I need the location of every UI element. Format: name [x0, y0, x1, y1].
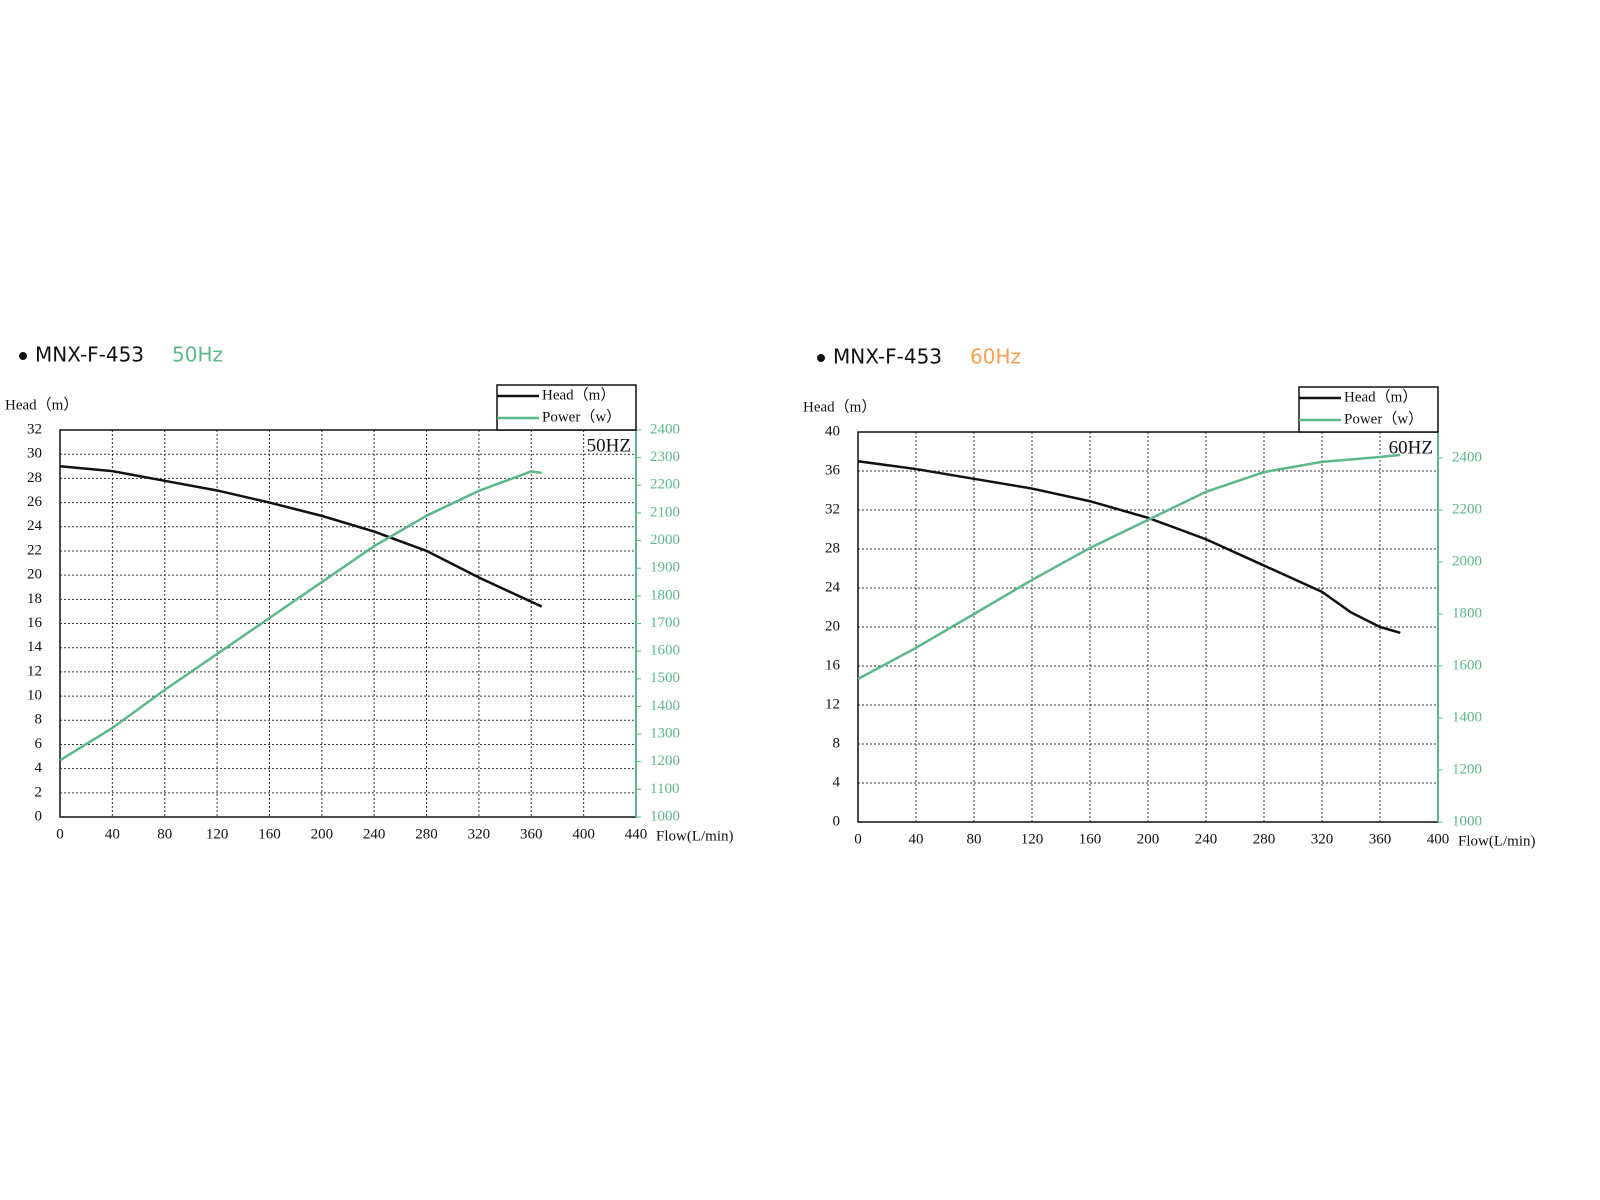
y2-tick-label: 1700 [650, 615, 680, 631]
y2-tick-label: 2200 [650, 477, 680, 493]
y-tick-label: 28 [27, 470, 42, 486]
y2-tick-label: 1900 [650, 560, 680, 576]
y-tick-label: 28 [825, 540, 840, 556]
y2-tick-label: 2200 [1452, 501, 1482, 517]
y-tick-label: 4 [35, 760, 43, 776]
y-tick-label: 20 [27, 567, 42, 583]
x-tick-label: 120 [206, 826, 229, 842]
y2-tick-label: 1100 [650, 781, 679, 797]
y-tick-label: 20 [825, 618, 840, 634]
y-tick-label: 4 [833, 774, 841, 790]
x-tick-label: 440 [625, 826, 648, 842]
y2-tick-label: 1800 [1452, 605, 1482, 621]
annotation: 60HZ [1389, 437, 1433, 458]
x-tick-label: 400 [572, 826, 595, 842]
y2-tick-label: 1300 [650, 726, 680, 742]
x-tick-label: 120 [1021, 831, 1044, 847]
x-tick-label: 320 [468, 826, 491, 842]
x-tick-label: 400 [1427, 831, 1450, 847]
x-tick-label: 0 [56, 826, 64, 842]
x-tick-label: 280 [415, 826, 438, 842]
x-tick-label: 160 [258, 826, 281, 842]
x-tick-label: 200 [1137, 831, 1160, 847]
legend-box [496, 384, 637, 431]
x-tick-label: 80 [967, 831, 982, 847]
x-tick-label: 360 [520, 826, 543, 842]
y-tick-label: 32 [27, 421, 42, 437]
y-tick-label: 32 [825, 501, 840, 517]
x-tick-label: 200 [311, 826, 334, 842]
y2-tick-label: 1600 [1452, 657, 1482, 673]
x-tick-label: 40 [909, 831, 924, 847]
y2-tick-label: 1000 [1452, 813, 1482, 829]
y-tick-label: 8 [35, 712, 43, 728]
y-axis-label: Head（m） [5, 396, 78, 413]
legend-label: Head（m） [1344, 388, 1417, 405]
legend-label: Power（w） [542, 408, 621, 425]
y2-tick-label: 1800 [650, 587, 680, 603]
legend-label: Head（m） [542, 386, 615, 403]
chart-subtitle: 60Hz [970, 345, 1021, 369]
x-tick-label: 0 [854, 831, 862, 847]
y2-tick-label: 2000 [650, 532, 680, 548]
y-tick-label: 26 [27, 494, 43, 510]
y-tick-label: 16 [825, 657, 841, 673]
y-tick-label: 14 [27, 639, 43, 655]
chart-subtitle: 50Hz [172, 343, 223, 367]
x-tick-label: 80 [157, 826, 172, 842]
y-tick-label: 30 [27, 446, 42, 462]
y-tick-label: 24 [27, 518, 43, 534]
series-line [857, 453, 1401, 681]
y-tick-label: 10 [27, 688, 42, 704]
y-tick-label: 0 [833, 813, 841, 829]
y-tick-label: 18 [27, 591, 42, 607]
y2-tick-label: 2400 [1452, 449, 1482, 465]
chart-title: MNX-F-453 [833, 345, 942, 369]
annotation: 50HZ [587, 435, 631, 456]
y-tick-label: 6 [35, 736, 43, 752]
y2-tick-label: 1000 [650, 808, 680, 824]
y-tick-label: 16 [27, 615, 43, 631]
x-tick-label: 360 [1369, 831, 1392, 847]
y2-tick-label: 1400 [1452, 709, 1482, 725]
x-tick-label: 280 [1253, 831, 1276, 847]
bullet [19, 352, 27, 360]
y2-tick-label: 1500 [650, 670, 680, 686]
y2-tick-label: 2300 [650, 449, 680, 465]
legend-label: Power（w） [1344, 410, 1423, 427]
series-line [59, 465, 543, 608]
x-axis-label: Flow(L/min) [1458, 833, 1536, 849]
y-axis-label: Head（m） [803, 398, 876, 415]
x-axis-label: Flow(L/min) [656, 828, 734, 844]
legend-box [1298, 386, 1439, 433]
y-tick-label: 24 [825, 579, 841, 595]
y-tick-label: 8 [833, 735, 841, 751]
y2-tick-label: 1600 [650, 643, 680, 659]
y-tick-label: 36 [825, 462, 841, 478]
x-tick-label: 320 [1311, 831, 1334, 847]
y2-tick-label: 2100 [650, 504, 680, 520]
x-tick-label: 240 [363, 826, 386, 842]
chart-title: MNX-F-453 [35, 343, 144, 367]
series-line [857, 460, 1401, 635]
y2-tick-label: 1400 [650, 698, 680, 714]
series-line [59, 470, 542, 762]
y2-tick-label: 1200 [1452, 761, 1482, 777]
x-tick-label: 40 [105, 826, 120, 842]
y-tick-label: 12 [825, 696, 840, 712]
x-tick-label: 240 [1195, 831, 1218, 847]
y2-tick-label: 2000 [1452, 553, 1482, 569]
y-tick-label: 0 [35, 808, 43, 824]
y-tick-label: 40 [825, 423, 840, 439]
y2-tick-label: 2400 [650, 421, 680, 437]
x-tick-label: 160 [1079, 831, 1102, 847]
y2-tick-label: 1200 [650, 753, 680, 769]
y-tick-label: 22 [27, 542, 42, 558]
bullet [817, 354, 825, 362]
y-tick-label: 12 [27, 663, 42, 679]
y-tick-label: 2 [35, 784, 43, 800]
